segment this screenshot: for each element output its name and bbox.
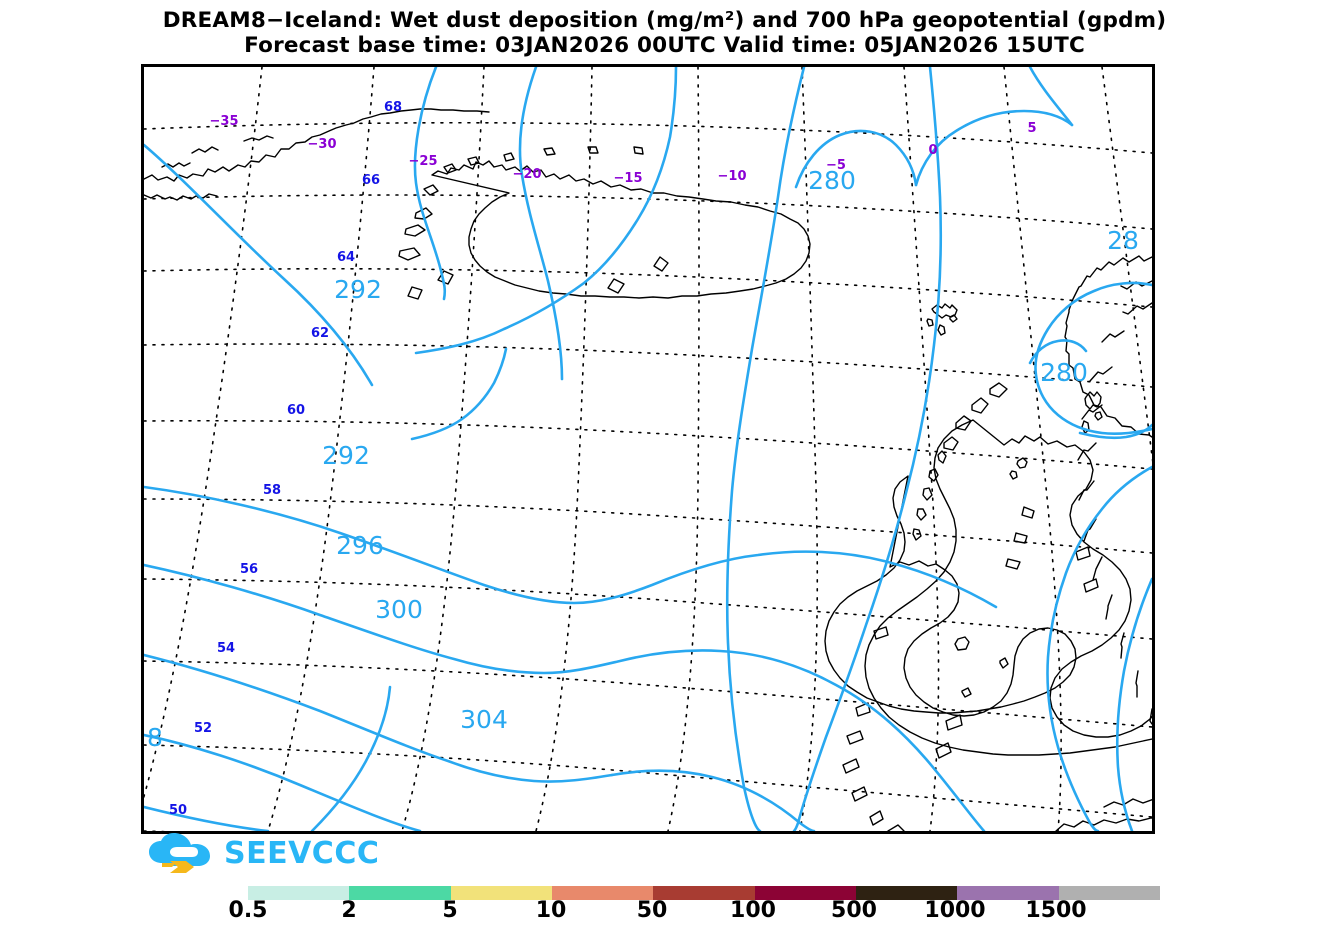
map-canvas: −35 −30 −25 −20 −15 −10 −5 0 5 68 66 64 … — [144, 67, 1152, 831]
colorbar-segment-2 — [450, 886, 552, 900]
lon-label: −5 — [826, 158, 846, 173]
chart-title-block: DREAM8−Iceland: Wet dust deposition (mg/… — [0, 8, 1329, 58]
contour-292-east — [792, 67, 943, 831]
contour-304 — [144, 653, 614, 783]
lat-label: 68 — [384, 100, 402, 115]
contour-label: 296 — [336, 531, 384, 560]
colorbar-segment-5 — [754, 886, 856, 900]
contour-296 — [144, 485, 998, 609]
contour-288-center — [725, 67, 806, 831]
coastline-shetland — [1081, 391, 1103, 434]
contour-label: 8 — [147, 723, 163, 752]
lon-label: 0 — [928, 143, 937, 158]
colorbar-segment-1 — [349, 886, 451, 900]
lon-label: −10 — [718, 169, 747, 184]
colorbar-label: 1500 — [1025, 898, 1087, 923]
page-title: DREAM8−Iceland: Wet dust deposition (mg/… — [162, 8, 1167, 33]
contour-280-small — [1028, 339, 1088, 365]
chevron-arrow-icon — [170, 861, 194, 873]
coastline-orkney — [1009, 457, 1028, 480]
contour-label: 292 — [334, 275, 382, 304]
colorbar-label: 50 — [636, 898, 668, 923]
contour-288-east — [1115, 577, 1152, 831]
lon-label: −15 — [614, 171, 643, 186]
lat-label: 52 — [194, 721, 212, 736]
colorbar-label: 500 — [831, 898, 877, 923]
lat-label: 50 — [169, 803, 187, 818]
colorbar-label: 0.5 — [228, 898, 268, 923]
page-subtitle: Forecast base time: 03JAN2026 00UTC Vali… — [244, 33, 1085, 58]
coastline-france — [1055, 817, 1152, 831]
contour-292-bump — [410, 347, 508, 441]
colorbar-segment-7 — [957, 886, 1059, 900]
colorbar-label: 1000 — [924, 898, 986, 923]
lat-label: 58 — [263, 483, 281, 498]
lon-label: −20 — [513, 167, 542, 182]
contour-280-norway-b — [1078, 423, 1152, 440]
contour-308b — [144, 805, 270, 831]
contour-308 — [144, 733, 422, 831]
contour-label: 28 — [1107, 226, 1139, 255]
contour-label: 300 — [375, 595, 423, 624]
contour-300 — [144, 563, 986, 831]
contour-280-norway-a — [1034, 281, 1152, 436]
colorbar-tick-labels: 0.5 2 5 10 50 100 500 1000 1500 — [0, 898, 1329, 925]
colorbar — [248, 886, 1160, 900]
contour-label: 280 — [808, 166, 856, 195]
lon-label: −30 — [308, 137, 337, 152]
latitude-labels: 68 66 64 62 60 58 56 54 52 50 — [169, 100, 402, 818]
lon-label: −25 — [409, 154, 438, 169]
graticule-grid — [144, 67, 1152, 831]
contour-292-upper — [144, 143, 374, 387]
contour-280-loop — [794, 129, 918, 189]
coastline-faroe — [926, 303, 958, 336]
lat-label: 54 — [217, 641, 235, 656]
cloud-icon — [149, 833, 210, 873]
lat-label: 60 — [287, 403, 305, 418]
contour-label: 304 — [460, 705, 508, 734]
colorbar-segment-3 — [551, 886, 654, 900]
map-plot-area: −35 −30 −25 −20 −15 −10 −5 0 5 68 66 64 … — [141, 64, 1155, 834]
coastline-hebrides — [912, 450, 947, 541]
seevccc-logo: SEEVCCC — [148, 833, 379, 875]
contour-label: 280 — [1040, 358, 1088, 387]
colorbar-segment-0 — [248, 886, 350, 900]
lon-label: 5 — [1027, 121, 1036, 136]
contour-284-east — [1046, 465, 1152, 831]
lat-label: 66 — [362, 173, 380, 188]
contour-284-right — [1028, 67, 1074, 127]
contour-292-center — [414, 67, 678, 355]
coastline-great-britain — [864, 419, 1152, 756]
colorbar-label: 10 — [535, 898, 567, 923]
contour-288 — [413, 67, 447, 301]
contour-label: 292 — [322, 441, 370, 470]
longitude-labels: −35 −30 −25 −20 −15 −10 −5 0 5 — [210, 114, 1037, 186]
colorbar-gradient — [248, 886, 1160, 900]
colorbar-segment-4 — [653, 886, 755, 900]
logo-text: SEEVCCC — [224, 836, 380, 871]
coastline-ireland — [824, 475, 1077, 717]
lat-label: 64 — [337, 250, 355, 265]
colorbar-label: 100 — [730, 898, 776, 923]
lat-label: 62 — [311, 326, 329, 341]
contour-312 — [310, 685, 392, 831]
coastline-greenland — [144, 108, 490, 182]
contour-value-labels: 280 28 280 292 292 296 300 304 8 — [147, 166, 1139, 752]
lat-label: 56 — [240, 562, 258, 577]
lon-label: −35 — [210, 114, 239, 129]
colorbar-label: 5 — [442, 898, 458, 923]
colorbar-segment-8 — [1058, 886, 1160, 900]
colorbar-segment-6 — [855, 886, 958, 900]
geopotential-contours — [144, 67, 1152, 831]
contour-284 — [518, 67, 564, 381]
colorbar-label: 2 — [341, 898, 357, 923]
